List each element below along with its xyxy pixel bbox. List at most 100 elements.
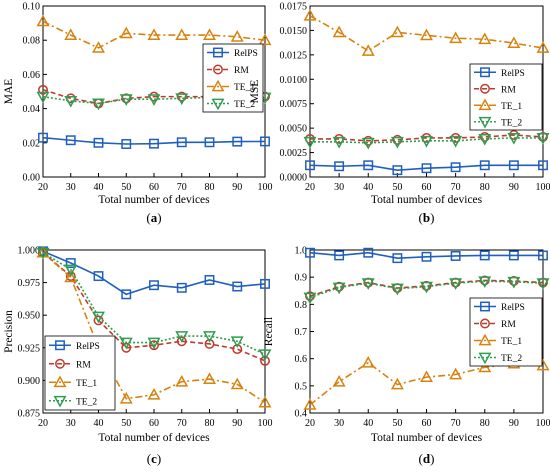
data-point — [65, 135, 76, 146]
data-point — [260, 278, 270, 289]
chart-panel-d: 20 30 40 50 60 70 80 90 100 0.4 0.5 0.6 0.7 0.8 0.9 1.0… — [263, 246, 550, 467]
legend: RelPS RM TE_1 TE_2 — [469, 63, 543, 131]
data-point — [392, 165, 403, 176]
series-line — [309, 164, 543, 171]
x-tick-label: 60 — [149, 182, 159, 193]
legend: RelPS RM TE_1 TE_2 — [469, 297, 543, 367]
data-point — [305, 247, 315, 258]
legend-marker — [55, 358, 65, 369]
legend-label: TE_2 — [501, 118, 522, 128]
x-tick-label: 30 — [334, 182, 344, 193]
data-point — [175, 331, 189, 343]
y-tick-label: 0.0100 — [280, 75, 308, 86]
data-point — [536, 41, 550, 53]
data-point — [332, 136, 346, 149]
data-point — [303, 136, 317, 149]
legend-marker — [478, 333, 492, 346]
legend-label: TE_1 — [234, 83, 255, 93]
data-point — [204, 275, 215, 285]
data-point — [508, 160, 519, 171]
x-tick-label: 20 — [305, 418, 315, 429]
data-point — [203, 372, 216, 385]
series-line — [309, 251, 543, 259]
legend-box — [469, 297, 543, 367]
legend-marker — [480, 301, 490, 312]
data-point — [478, 360, 492, 373]
data-point — [450, 162, 461, 173]
legend-marker — [480, 318, 490, 329]
legend-marker — [480, 67, 490, 78]
x-tick-label: 60 — [422, 418, 432, 429]
legend-label: RelPS — [501, 303, 525, 313]
data-point — [119, 94, 133, 106]
data-point — [203, 331, 216, 343]
data-point — [361, 137, 375, 150]
data-point — [479, 275, 490, 286]
legend-label: TE_2 — [501, 354, 522, 364]
data-point — [479, 160, 490, 171]
data-point — [536, 133, 550, 145]
data-point — [121, 289, 132, 300]
panel-label: (d) — [419, 451, 435, 466]
series-te-2 — [36, 247, 272, 362]
data-point — [92, 98, 105, 111]
data-point — [36, 247, 50, 260]
y-tick-label: 0.10 — [23, 2, 41, 13]
data-point — [36, 14, 50, 27]
data-point — [121, 342, 132, 353]
chart-panel-c: 20 30 40 50 60 70 80 90 100 0.875 0.900 0.925 0.950 0… — [3, 246, 273, 467]
data-point — [175, 28, 189, 40]
data-point — [64, 270, 78, 283]
data-point — [478, 276, 492, 288]
x-tick-label: 20 — [305, 182, 315, 193]
data-point — [420, 370, 433, 383]
y-tick-label: 0.5 — [295, 381, 308, 392]
data-point — [64, 264, 78, 277]
legend-label: RM — [501, 85, 516, 95]
panel-label: (a) — [146, 210, 161, 225]
x-tick-label: 80 — [205, 182, 215, 193]
data-point — [479, 250, 490, 261]
x-tick-label: 50 — [121, 418, 131, 429]
y-tick-label: 0.6 — [295, 354, 308, 365]
legend-label: TE_1 — [76, 379, 97, 389]
data-point — [232, 344, 243, 355]
x-tick-label: 90 — [509, 182, 519, 193]
y-axis-label: Recall — [263, 317, 275, 346]
data-point — [149, 280, 159, 291]
x-tick-label: 30 — [334, 418, 344, 429]
x-tick-label: 20 — [38, 418, 48, 429]
data-point — [508, 276, 519, 286]
data-point — [478, 133, 492, 146]
y-tick-label: 0.7 — [295, 327, 308, 338]
x-tick-label: 90 — [509, 418, 519, 429]
legend-marker — [53, 395, 67, 408]
data-point — [421, 251, 432, 262]
legend-box — [44, 335, 116, 411]
x-tick-label: 90 — [232, 182, 242, 193]
legend-marker — [478, 352, 492, 365]
data-point — [119, 337, 133, 350]
y-tick-label: 0.08 — [23, 36, 41, 47]
data-point — [538, 160, 548, 171]
x-tick-label: 60 — [149, 418, 159, 429]
panel-label: (b) — [419, 210, 435, 225]
legend-label: TE_2 — [234, 100, 255, 110]
y-tick-label: 0.06 — [23, 70, 41, 81]
data-point — [230, 377, 244, 390]
y-tick-label: 0.00 — [23, 173, 41, 184]
data-point — [390, 283, 404, 296]
series-te-1 — [303, 9, 550, 56]
data-point — [93, 137, 104, 148]
data-point — [204, 338, 215, 349]
x-tick-label: 100 — [258, 182, 273, 193]
y-tick-label: 0.04 — [23, 104, 41, 115]
data-point — [507, 36, 521, 49]
data-point — [334, 250, 345, 261]
y-tick-label: 0.0050 — [280, 124, 308, 135]
data-point — [334, 161, 345, 172]
legend-label: RM — [234, 66, 249, 76]
chart-panel-b: 20 30 40 50 60 70 80 90 100 0.0000 0.0025 0.0050 0.0… — [249, 2, 550, 226]
data-point — [450, 251, 461, 261]
